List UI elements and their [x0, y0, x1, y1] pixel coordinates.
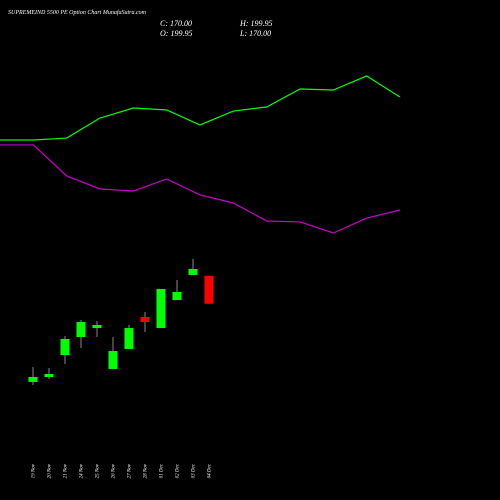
indicator-line — [0, 144, 401, 234]
indicator-line — [0, 75, 401, 141]
candle-body — [156, 288, 166, 329]
x-tick-label: 19 Nov — [32, 463, 37, 478]
ohlc-label: H: 199.95 — [239, 19, 272, 28]
x-tick-label: 04 Dec — [208, 463, 213, 478]
candle-body — [188, 268, 198, 275]
x-tick-label: 28 Nov — [144, 463, 149, 478]
x-tick-label: 24 Nov — [80, 463, 85, 478]
chart-title: SUPREMEIND 5500 PE Option Chart MunafaSu… — [8, 9, 147, 16]
ohlc-label: C: 170.00 — [160, 19, 192, 28]
candle-body — [172, 291, 182, 300]
candle-body — [92, 324, 102, 329]
candle-body — [140, 317, 150, 322]
x-tick-label: 03 Dec — [192, 463, 197, 478]
x-tick-label: 02 Dec — [176, 463, 181, 478]
candle-body — [76, 321, 86, 338]
x-tick-label: 21 Nov — [64, 463, 69, 478]
x-tick-label: 27 Nov — [128, 463, 133, 478]
candle-body — [124, 328, 134, 349]
ohlc-label: L: 170.00 — [239, 29, 271, 38]
x-tick-label: 20 Nov — [48, 463, 53, 478]
ohlc-label: O: 199.95 — [160, 29, 192, 38]
candle-body — [204, 275, 214, 304]
x-tick-label: 25 Nov — [96, 463, 101, 478]
x-tick-label: 26 Nov — [112, 463, 117, 478]
candle-body — [44, 374, 54, 378]
candle-body — [60, 338, 70, 356]
candle-body — [28, 377, 38, 382]
candle-body — [108, 351, 118, 369]
x-tick-label: 01 Dec — [160, 463, 165, 478]
